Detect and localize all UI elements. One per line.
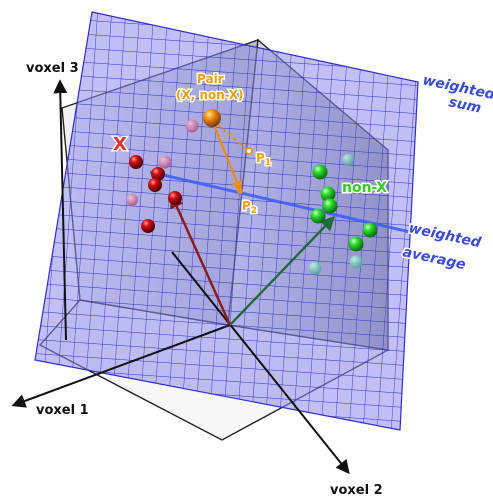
x-sample-sphere [168, 191, 182, 205]
nonx-sample-sphere [342, 154, 354, 166]
nonx-sample-sphere [310, 208, 326, 224]
p1-label: P1 [256, 151, 271, 168]
nonx-sample-sphere [312, 164, 328, 180]
x-sample-sphere [148, 178, 162, 192]
nonx-sample-sphere [349, 255, 363, 269]
nonx-centroid-vector [229, 215, 335, 326]
x-sample-sphere [126, 194, 138, 206]
nonx-sample-sphere [362, 222, 378, 238]
weighted-average-label-line-2: average [401, 244, 467, 273]
x-sample-sphere [185, 119, 199, 133]
p2-label: P2 [242, 199, 257, 216]
weighted-sum-plane [34, 11, 419, 431]
p2-letter: P [242, 199, 251, 213]
axis-voxel-3 [53, 79, 68, 341]
axis-voxel-2 [171, 251, 350, 475]
pair-sphere [203, 109, 221, 127]
group-label-x: X [113, 134, 127, 155]
axis-voxel-1 [11, 324, 231, 408]
axis-label-voxel-3: voxel 3 [26, 61, 79, 76]
x-centroid-vector [170, 193, 232, 326]
x-sample-sphere [129, 155, 143, 169]
pair-label-line-1: Pair [197, 72, 224, 86]
weighted-average-line [149, 170, 411, 234]
nonx-sample-sphere [322, 198, 338, 214]
p2-subscript: 2 [251, 206, 257, 216]
p2-projection-line [210, 119, 242, 193]
p1-subscript: 1 [265, 158, 271, 168]
nonx-sample-sphere [308, 261, 322, 275]
x-sample-sphere [141, 219, 155, 233]
nonx-sample-sphere [320, 186, 336, 202]
axis-label-voxel-2: voxel 2 [330, 483, 383, 497]
p1-marker [245, 147, 253, 155]
axis-label-voxel-1: voxel 1 [36, 403, 89, 418]
pair-label-line-2: (X, non-X) [176, 88, 244, 102]
x-sample-sphere [158, 155, 172, 169]
p2-marker [237, 188, 243, 194]
p1-projection-line [211, 119, 249, 151]
nonx-sample-sphere [348, 236, 364, 252]
group-label-nonx: non-X [342, 180, 387, 196]
p1-letter: P [256, 151, 265, 165]
x-sample-sphere [151, 167, 165, 181]
